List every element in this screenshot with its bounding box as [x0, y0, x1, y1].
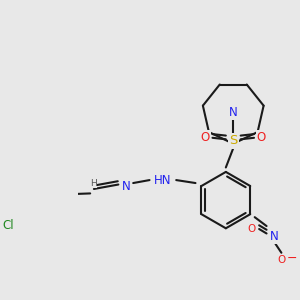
Text: O: O — [248, 224, 256, 234]
Text: HN: HN — [154, 174, 172, 187]
Text: −: − — [286, 252, 297, 265]
Text: Cl: Cl — [2, 219, 14, 232]
Text: H: H — [90, 178, 97, 188]
Text: O: O — [277, 255, 286, 265]
Text: O: O — [257, 131, 266, 144]
Text: N: N — [122, 179, 130, 193]
Text: N: N — [270, 230, 278, 243]
Text: O: O — [200, 131, 210, 144]
Text: N: N — [229, 106, 238, 119]
Text: S: S — [229, 134, 237, 147]
